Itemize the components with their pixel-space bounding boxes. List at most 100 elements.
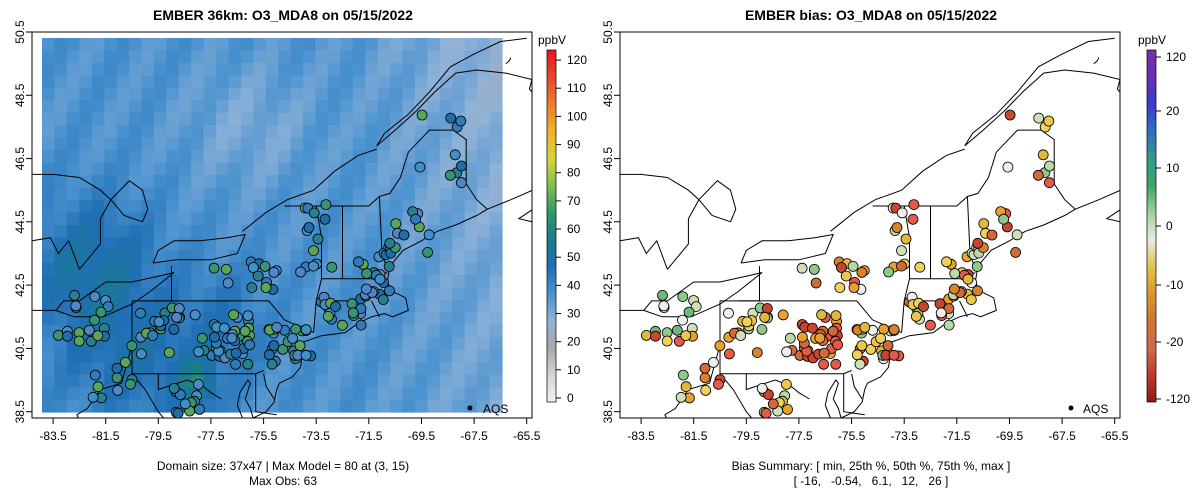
model-grid-cell [427, 125, 441, 139]
model-grid-cell [352, 274, 366, 288]
model-grid-cell [303, 387, 317, 401]
bias-site-marker [723, 307, 734, 319]
model-grid-cell [327, 62, 341, 76]
model-grid-cell [477, 62, 491, 76]
aqs-site-marker [193, 346, 205, 358]
model-grid-cell [178, 175, 192, 189]
bias-site-marker [1011, 229, 1023, 241]
boundary-line [371, 300, 380, 318]
model-grid-cell [54, 287, 68, 301]
model-grid-cell [166, 137, 180, 151]
model-grid-cell [79, 399, 93, 413]
model-grid-cell [153, 349, 167, 363]
model-grid-cell [340, 75, 354, 89]
colorbar-tick-label: 10 [1166, 161, 1180, 175]
model-grid-cell [352, 212, 366, 226]
aqs-site-marker [423, 229, 435, 241]
model-grid-cell [390, 312, 404, 326]
bias-site-marker [818, 358, 829, 370]
model-grid-cell [327, 225, 341, 239]
model-grid-cell [402, 62, 416, 76]
model-grid-cell [452, 75, 466, 89]
model-grid-cell [315, 125, 329, 139]
model-grid-cell [203, 150, 217, 164]
model-grid-cell [153, 262, 167, 276]
boundary-line [620, 237, 668, 270]
model-grid-cell [377, 225, 391, 239]
model-grid-cell [402, 274, 416, 288]
model-grid-cell [489, 212, 503, 226]
model-grid-cell [303, 137, 317, 151]
model-grid-cell [464, 100, 478, 114]
model-grid-cell [352, 187, 366, 201]
model-grid-cell [327, 212, 341, 226]
colorbar-bar [1146, 49, 1157, 403]
model-grid-cell [178, 125, 192, 139]
bias-site-marker [677, 369, 689, 381]
model-grid-cell [54, 200, 68, 214]
model-grid-cell [452, 249, 466, 263]
model-grid-cell [104, 399, 118, 413]
bias-site-marker [735, 330, 747, 341]
aqs-site-marker [390, 218, 402, 230]
model-grid-cell [191, 100, 205, 114]
model-grid-cell [452, 324, 466, 338]
model-grid-cell [427, 337, 441, 351]
model-grid-cell [191, 175, 205, 189]
model-grid-cell [141, 100, 155, 114]
aqs-site-marker [230, 347, 242, 359]
model-grid-cell [79, 349, 93, 363]
model-grid-cell [402, 374, 416, 388]
model-grid-cell [42, 87, 55, 101]
model-grid-cell [489, 175, 503, 189]
model-grid-cell [79, 299, 93, 313]
model-grid-cell [402, 100, 416, 114]
model-grid-cell [327, 75, 341, 89]
model-grid-cell [415, 274, 428, 288]
model-grid-cell [352, 150, 366, 164]
model-grid-cell [178, 337, 192, 351]
boundary-line [1105, 209, 1120, 223]
model-grid-cell [228, 299, 242, 313]
model-grid-cell [340, 162, 354, 176]
model-grid-cell [327, 349, 341, 363]
model-grid-cell [91, 249, 105, 263]
model-grid-cell [402, 312, 416, 326]
aqs-site-marker [222, 277, 234, 289]
aqs-site-marker [416, 109, 428, 121]
model-grid-cell [91, 175, 105, 189]
model-grid-cell [477, 150, 491, 164]
model-grid-cell [278, 112, 292, 126]
bias-site-marker [781, 378, 792, 390]
x-tick-label: -71.5 [943, 429, 971, 443]
model-grid-cell [415, 50, 428, 64]
model-grid-cell [278, 187, 292, 201]
model-grid-cell [439, 187, 453, 201]
model-grid-cell [390, 299, 404, 313]
model-grid-cell [427, 299, 441, 313]
model-grid-cell [91, 38, 105, 52]
model-grid-cell [104, 187, 118, 201]
model-grid-cell [327, 187, 341, 201]
model-grid-cell [427, 162, 441, 176]
model-grid-cell [477, 374, 491, 388]
colorbar-ticks: 120 20 10 0 -10 -20 -120 [1156, 50, 1190, 406]
model-grid-cell [42, 75, 55, 89]
model-grid-cell [166, 187, 180, 201]
model-grid-cell [54, 249, 68, 263]
model-grid-cell [228, 100, 242, 114]
model-grid-cell [178, 150, 192, 164]
model-grid-cell [390, 137, 404, 151]
model-grid-cell [116, 187, 130, 201]
model-grid-cell [66, 100, 80, 114]
model-grid-cell [42, 50, 55, 64]
model-grid-cell [265, 87, 279, 101]
colorbar-tick-label: 0 [567, 391, 574, 405]
model-grid-cell [402, 399, 416, 413]
model-grid-cell [377, 162, 391, 176]
model-grid-cell [228, 262, 242, 276]
model-grid-cell [452, 274, 466, 288]
bias-site-marker [675, 391, 687, 403]
colorbar-tick-label: 70 [567, 194, 581, 208]
